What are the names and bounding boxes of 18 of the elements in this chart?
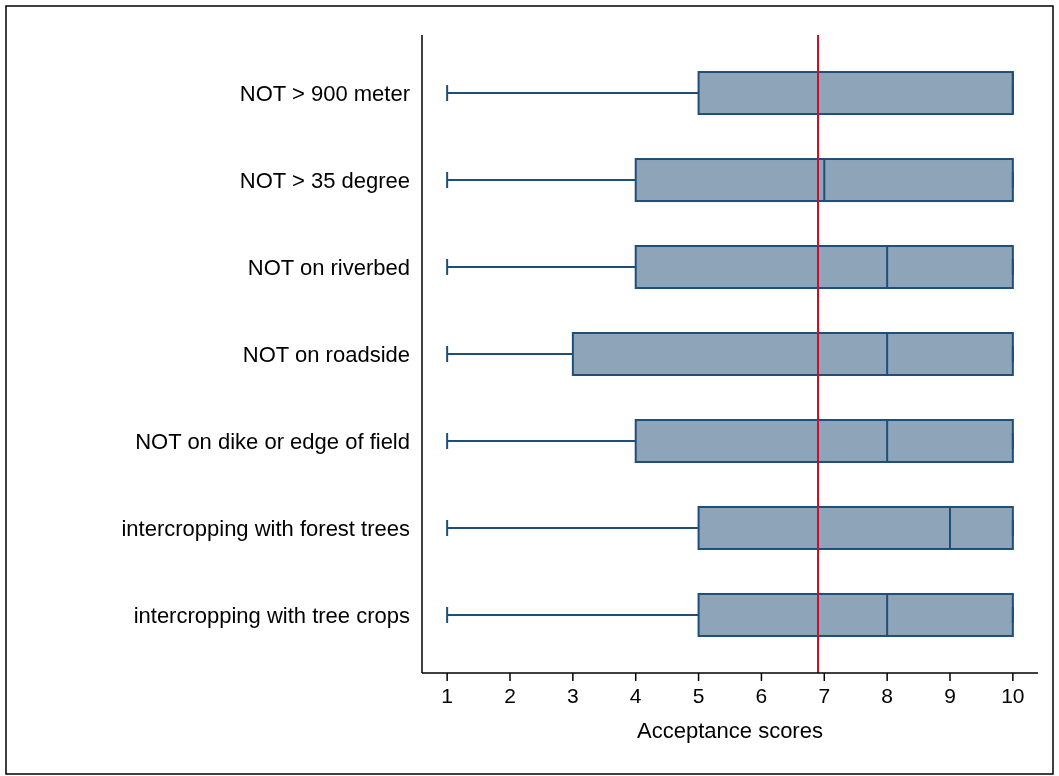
y-tick-label: NOT > 900 meter — [239, 81, 410, 107]
y-tick-label: NOT on riverbed — [247, 255, 410, 281]
x-tick-label: 10 — [1001, 684, 1025, 707]
y-tick-label: intercropping with forest trees — [121, 515, 410, 541]
x-tick-label: 6 — [755, 684, 768, 707]
y-tick-label: NOT on dike or edge of field — [135, 428, 410, 454]
x-tick-label: 8 — [881, 684, 893, 707]
x-tick-label: 3 — [567, 684, 579, 707]
x-tick-label: 5 — [692, 684, 705, 707]
y-tick-label: NOT on roadside — [242, 342, 410, 367]
x-tick-label: 4 — [629, 684, 642, 707]
x-tick-label: 9 — [944, 684, 956, 707]
x-tick-label: 7 — [818, 684, 831, 707]
x-tick-label: 2 — [504, 684, 516, 707]
y-tick-label: NOT > 35 degree — [239, 168, 410, 194]
x-axis-title: Acceptance scores — [637, 718, 823, 743]
y-tick-label: intercropping with tree crops — [133, 602, 410, 628]
x-tick-label: 1 — [441, 684, 453, 707]
